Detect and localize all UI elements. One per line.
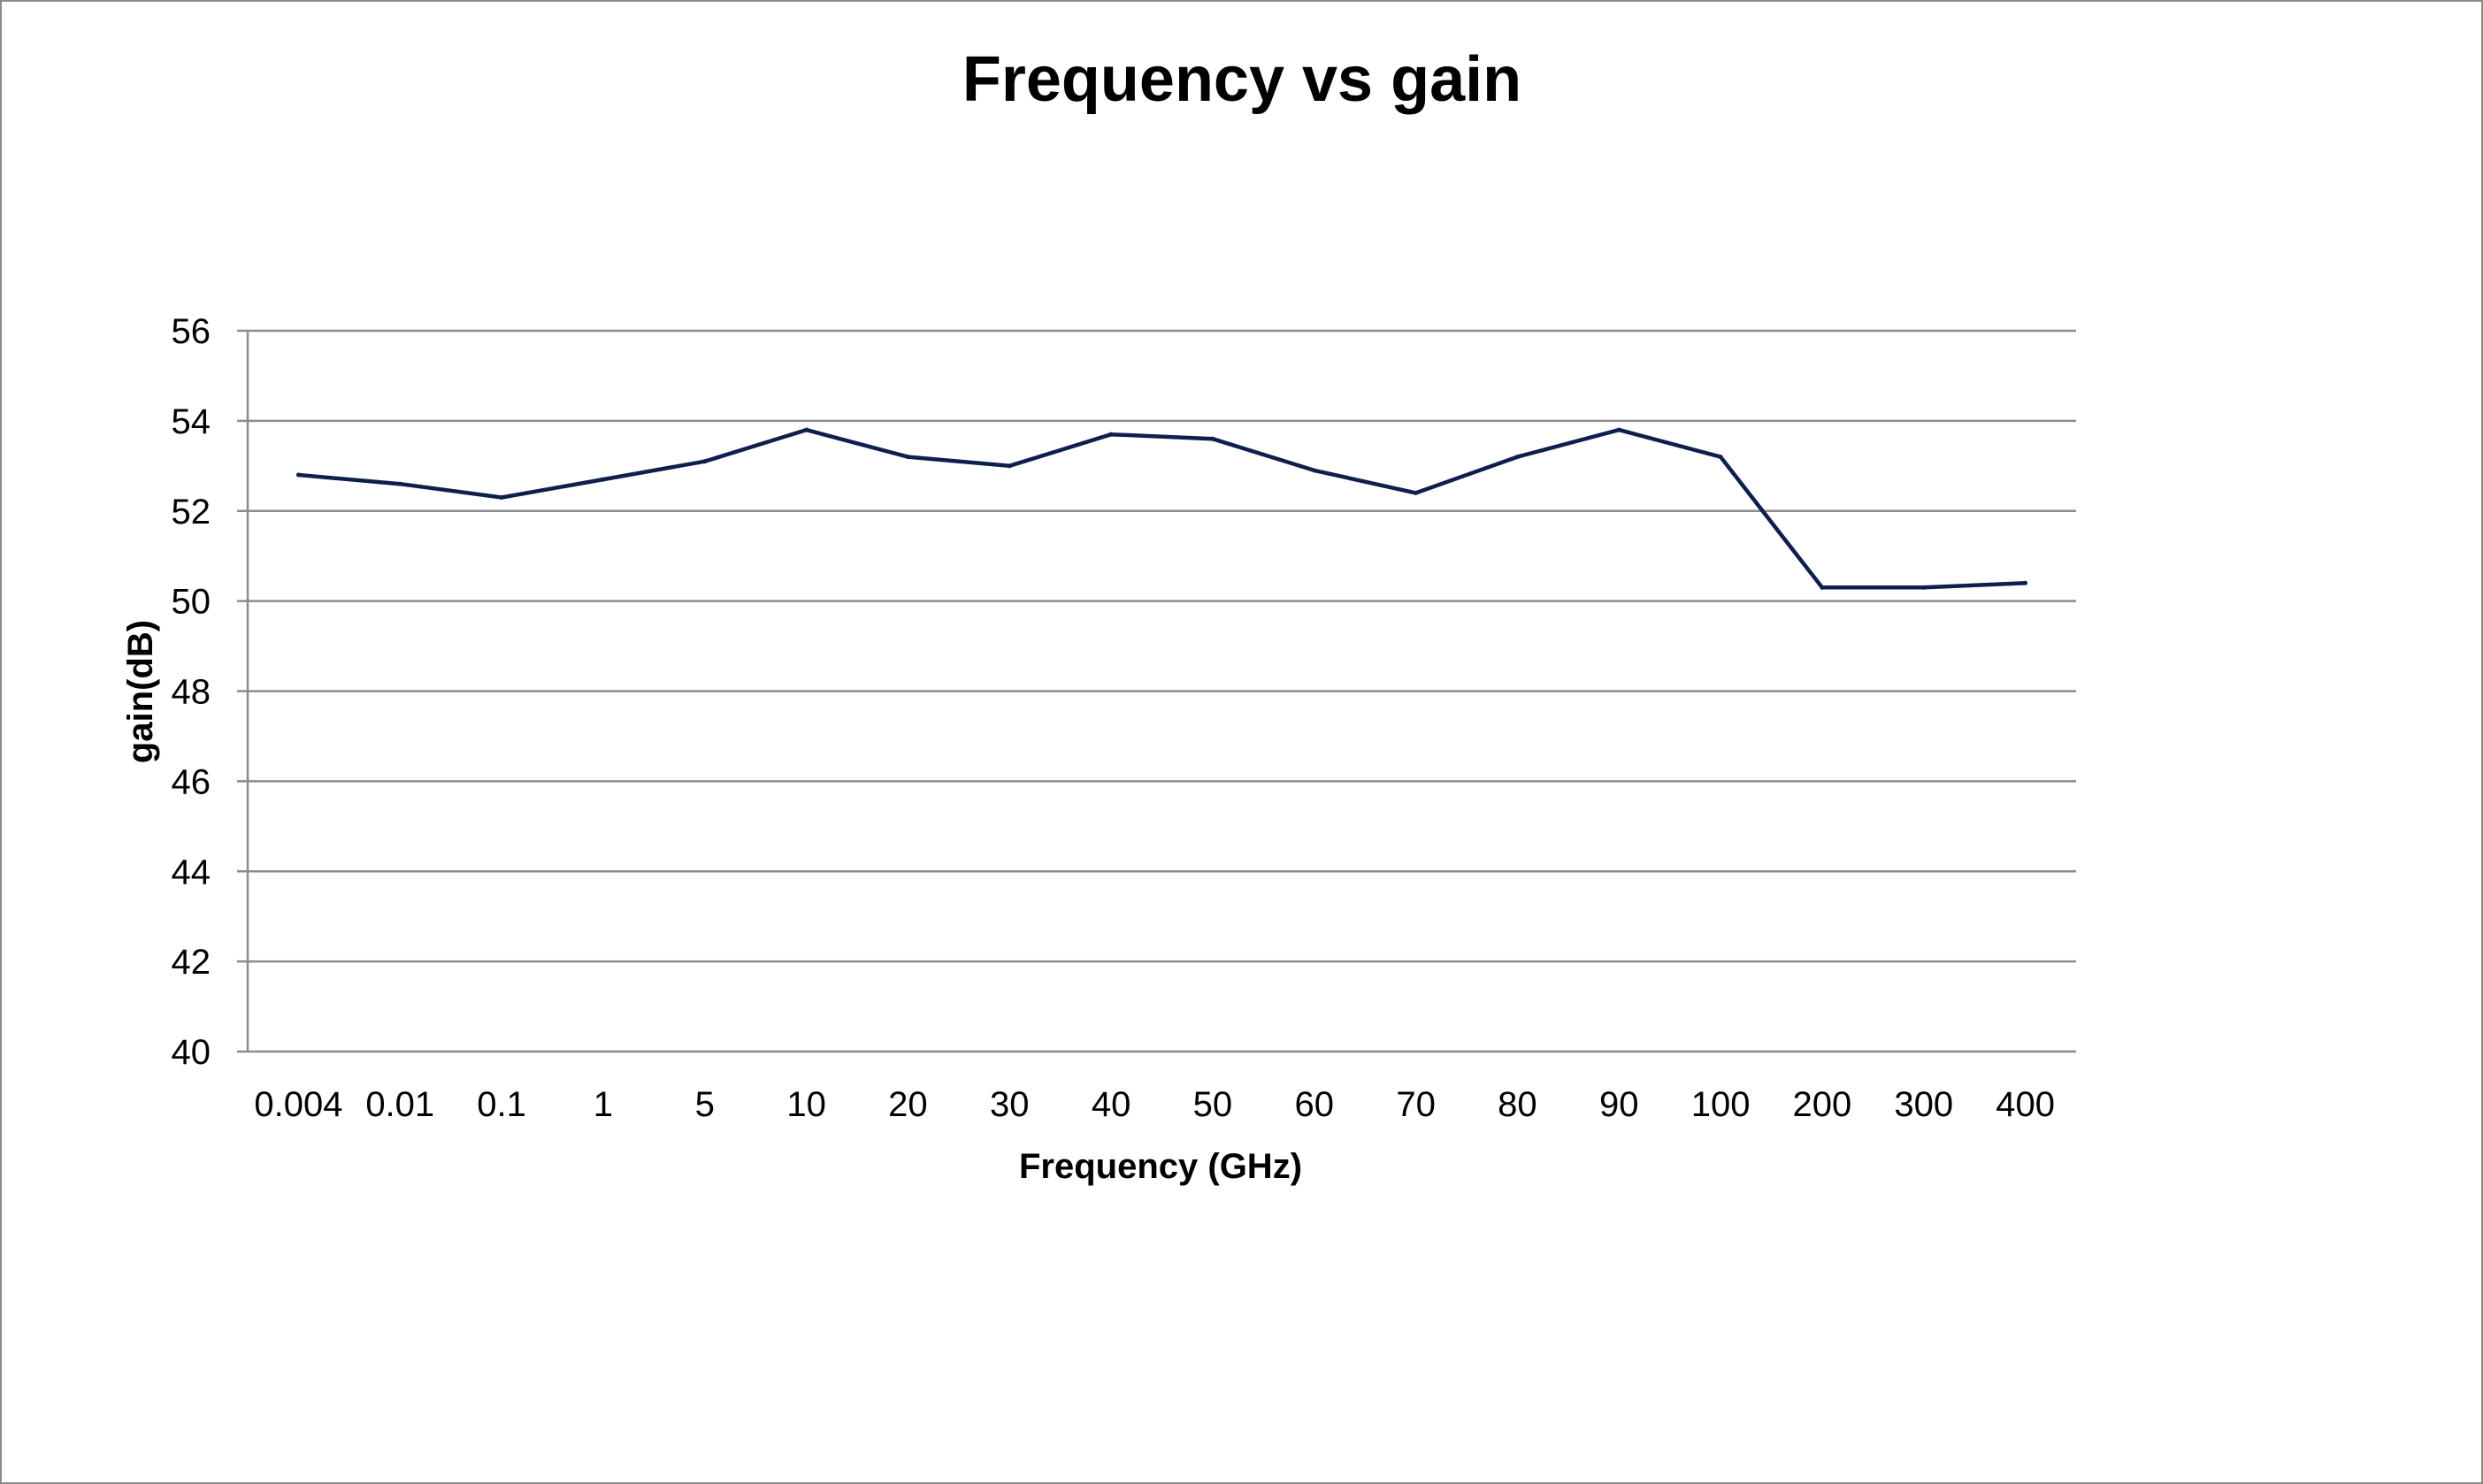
y-tick-label: 48 xyxy=(172,673,211,712)
data-point xyxy=(1921,585,1927,590)
data-point xyxy=(295,472,301,478)
x-tick-label: 80 xyxy=(1498,1085,1537,1124)
x-tick-label: 30 xyxy=(990,1085,1030,1124)
series-line-0 xyxy=(296,427,2027,590)
data-point xyxy=(601,477,606,482)
x-tick-label: 100 xyxy=(1691,1085,1751,1124)
data-point xyxy=(1210,436,1215,441)
y-axis-title: gain(dB) xyxy=(121,620,160,763)
data-point xyxy=(397,481,402,486)
y-tick-label: 52 xyxy=(172,493,211,532)
x-tick-labels: 0.004 0.01 0.1 1 5 10 20 30 40 50 60 70 80 90 100 200 30… xyxy=(254,1085,2055,1124)
x-tick-label: 60 xyxy=(1295,1085,1335,1124)
x-tick-label: 5 xyxy=(695,1085,715,1124)
x-tick-label: 400 xyxy=(1996,1085,2055,1124)
data-point xyxy=(1616,427,1621,432)
x-tick-label: 0.01 xyxy=(365,1085,434,1124)
chart-title: Frequency vs gain xyxy=(962,44,1521,115)
x-tick-label: 40 xyxy=(1092,1085,1131,1124)
data-point xyxy=(1007,463,1012,469)
x-tick-label: 1 xyxy=(594,1085,613,1124)
y-tick-labels: 40 42 44 46 48 50 52 54 56 xyxy=(172,312,211,1072)
x-tick-label: 50 xyxy=(1193,1085,1233,1124)
data-point xyxy=(1108,432,1114,437)
data-point xyxy=(702,459,708,464)
axes xyxy=(237,329,2076,1053)
y-tick-label: 46 xyxy=(172,762,211,801)
x-tick-label: 0.004 xyxy=(254,1085,342,1124)
y-tick-label: 56 xyxy=(172,312,211,351)
data-point xyxy=(499,494,504,500)
y-tick-label: 40 xyxy=(172,1033,211,1072)
data-point xyxy=(1414,490,1419,495)
y-tick-label: 50 xyxy=(172,583,211,622)
data-point xyxy=(1312,468,1317,473)
y-tick-label: 54 xyxy=(172,402,211,441)
x-tick-label: 10 xyxy=(786,1085,826,1124)
x-axis-title: Frequency (GHz) xyxy=(1019,1147,1302,1186)
grid-lines xyxy=(248,329,2076,963)
x-tick-label: 0.1 xyxy=(477,1085,526,1124)
series-layer xyxy=(295,427,2028,590)
data-point xyxy=(804,427,809,432)
data-point xyxy=(2023,580,2028,585)
x-tick-label: 70 xyxy=(1396,1085,1436,1124)
x-tick-label: 200 xyxy=(1793,1085,1852,1124)
data-point xyxy=(905,455,910,460)
y-tick-label: 42 xyxy=(172,943,211,982)
x-tick-label: 20 xyxy=(888,1085,928,1124)
x-tick-label: 90 xyxy=(1599,1085,1639,1124)
data-point xyxy=(1718,455,1723,460)
y-tick-label: 44 xyxy=(172,853,211,891)
data-point xyxy=(1514,455,1520,460)
data-point xyxy=(1820,585,1825,590)
x-tick-label: 300 xyxy=(1894,1085,1953,1124)
